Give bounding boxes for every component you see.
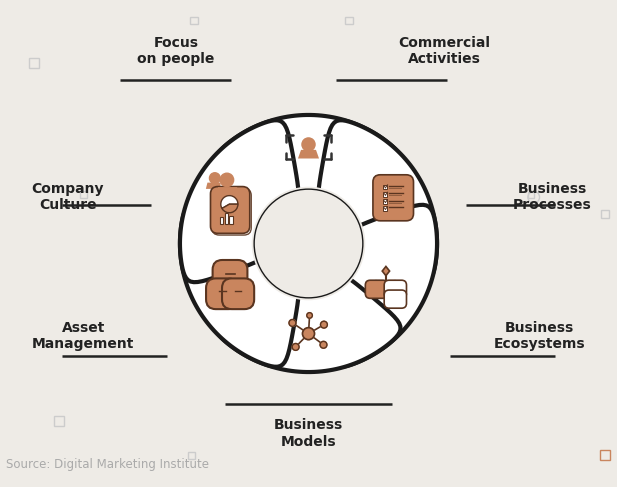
Wedge shape bbox=[221, 196, 238, 208]
Circle shape bbox=[289, 319, 296, 326]
Circle shape bbox=[307, 313, 312, 318]
Polygon shape bbox=[206, 183, 221, 189]
Wedge shape bbox=[222, 204, 238, 213]
Bar bbox=[528, 192, 534, 198]
Bar bbox=[383, 199, 387, 204]
Polygon shape bbox=[217, 187, 237, 197]
Circle shape bbox=[252, 187, 365, 300]
Bar bbox=[383, 192, 387, 197]
Text: Commercial
Activities: Commercial Activities bbox=[398, 36, 491, 66]
Bar bbox=[29, 58, 39, 68]
Circle shape bbox=[302, 138, 315, 151]
Circle shape bbox=[254, 189, 363, 298]
Bar bbox=[80, 191, 87, 198]
FancyBboxPatch shape bbox=[210, 187, 250, 233]
FancyBboxPatch shape bbox=[213, 260, 247, 293]
Text: Focus
on people: Focus on people bbox=[137, 36, 215, 66]
FancyBboxPatch shape bbox=[212, 188, 251, 235]
Polygon shape bbox=[382, 266, 389, 276]
Bar bbox=[188, 452, 195, 459]
FancyBboxPatch shape bbox=[373, 175, 413, 221]
Circle shape bbox=[292, 343, 299, 350]
Text: Asset
Management: Asset Management bbox=[32, 321, 135, 351]
Polygon shape bbox=[180, 120, 299, 282]
Circle shape bbox=[209, 173, 220, 184]
Text: Business
Models: Business Models bbox=[274, 418, 343, 449]
FancyBboxPatch shape bbox=[206, 279, 238, 309]
Bar bbox=[54, 416, 64, 426]
Bar bbox=[230, 216, 233, 224]
Bar bbox=[600, 450, 610, 460]
Bar bbox=[601, 210, 608, 218]
Circle shape bbox=[220, 173, 234, 187]
FancyBboxPatch shape bbox=[384, 290, 407, 308]
FancyBboxPatch shape bbox=[222, 279, 254, 309]
Bar bbox=[345, 17, 352, 24]
Polygon shape bbox=[217, 272, 400, 372]
Polygon shape bbox=[298, 150, 319, 158]
FancyBboxPatch shape bbox=[384, 280, 407, 299]
Bar bbox=[383, 206, 387, 211]
Polygon shape bbox=[217, 115, 400, 215]
FancyBboxPatch shape bbox=[365, 280, 387, 299]
Text: Company
Culture: Company Culture bbox=[31, 182, 104, 212]
Text: Business
Processes: Business Processes bbox=[513, 182, 592, 212]
Bar bbox=[220, 218, 223, 224]
Bar bbox=[191, 17, 198, 24]
Bar bbox=[225, 213, 228, 224]
Polygon shape bbox=[318, 120, 437, 282]
Polygon shape bbox=[180, 205, 299, 367]
Circle shape bbox=[320, 321, 328, 328]
Polygon shape bbox=[318, 205, 437, 367]
Circle shape bbox=[302, 328, 315, 339]
Text: Business
Ecosystems: Business Ecosystems bbox=[494, 321, 586, 351]
Bar bbox=[383, 185, 387, 189]
Text: Source: Digital Marketing Institute: Source: Digital Marketing Institute bbox=[6, 458, 209, 471]
Circle shape bbox=[320, 341, 327, 348]
